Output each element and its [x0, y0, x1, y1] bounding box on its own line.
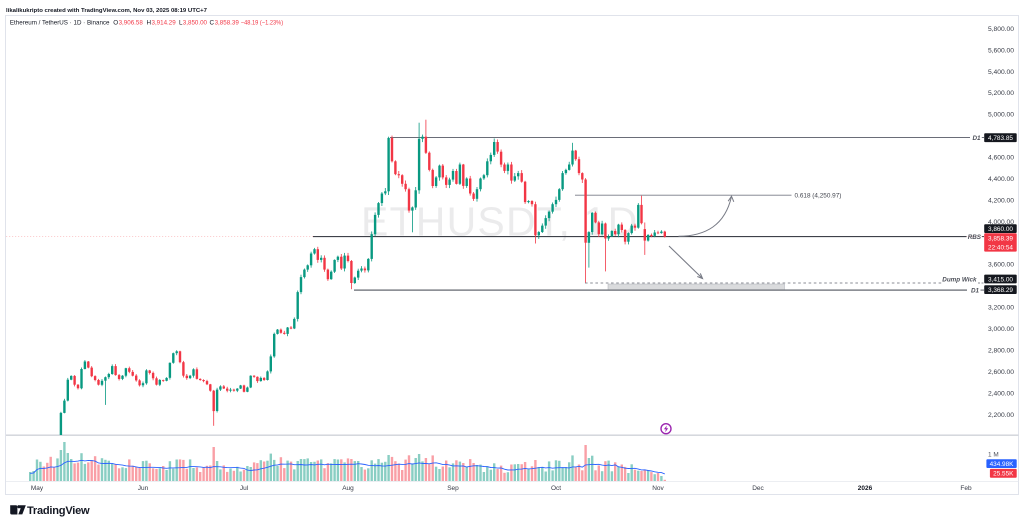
svg-text:2,600.00: 2,600.00 — [988, 369, 1014, 376]
svg-text:2026: 2026 — [858, 485, 873, 492]
svg-text:Jun: Jun — [138, 485, 149, 492]
svg-text:Ethereum / TetherUS · 1D · Bin: Ethereum / TetherUS · 1D · Binance — [10, 20, 110, 27]
svg-text:3,860.00: 3,860.00 — [988, 226, 1013, 233]
svg-text:22:40:54: 22:40:54 — [988, 244, 1013, 251]
svg-text:3,415.00: 3,415.00 — [988, 276, 1013, 283]
svg-text:4,600.00: 4,600.00 — [988, 155, 1014, 162]
svg-text:5,600.00: 5,600.00 — [988, 47, 1014, 54]
svg-text:Feb: Feb — [960, 485, 972, 492]
svg-text:2,200.00: 2,200.00 — [988, 412, 1014, 419]
svg-text:−48.19 (−1.23%): −48.19 (−1.23%) — [241, 20, 283, 27]
svg-text:5,400.00: 5,400.00 — [988, 69, 1014, 76]
svg-text:Nov: Nov — [652, 485, 664, 492]
svg-text:ETHUSDT, 1D: ETHUSDT, 1D — [361, 199, 638, 245]
svg-text:likalikukripto created with Tr: likalikukripto created with TradingView.… — [6, 8, 208, 14]
svg-text:3,000.00: 3,000.00 — [988, 326, 1014, 333]
svg-text:3,914.29: 3,914.29 — [152, 20, 177, 27]
svg-text:TradingView: TradingView — [27, 505, 90, 517]
svg-text:3,906.58: 3,906.58 — [119, 20, 144, 27]
svg-text:3,600.00: 3,600.00 — [988, 262, 1014, 269]
svg-text:4,783.85: 4,783.85 — [988, 135, 1013, 142]
svg-text:4,000.00: 4,000.00 — [988, 219, 1014, 226]
svg-text:1 M: 1 M — [988, 451, 999, 458]
svg-text:4,200.00: 4,200.00 — [988, 197, 1014, 204]
svg-text:4,400.00: 4,400.00 — [988, 176, 1014, 183]
svg-text:0.618 (4,250.97): 0.618 (4,250.97) — [795, 193, 842, 200]
svg-text:434.98K: 434.98K — [990, 461, 1015, 468]
svg-text:3,850.00: 3,850.00 — [183, 20, 208, 27]
svg-text:3,858.39: 3,858.39 — [215, 20, 240, 27]
svg-text:Sep: Sep — [447, 485, 459, 492]
svg-text:5,000.00: 5,000.00 — [988, 112, 1014, 119]
svg-text:3,858.39: 3,858.39 — [988, 236, 1013, 243]
svg-text:RBS: RBS — [968, 234, 982, 241]
svg-text:Dump Wick: Dump Wick — [942, 276, 977, 283]
svg-text:H: H — [147, 20, 152, 27]
svg-text:3,368.29: 3,368.29 — [988, 287, 1013, 294]
svg-text:5,800.00: 5,800.00 — [988, 26, 1014, 33]
svg-text:D1: D1 — [971, 288, 980, 295]
svg-text:5,200.00: 5,200.00 — [988, 90, 1014, 97]
svg-text:May: May — [31, 485, 44, 492]
svg-text:Oct: Oct — [551, 485, 561, 492]
svg-text:25.55K: 25.55K — [993, 471, 1014, 478]
svg-text:C: C — [210, 20, 215, 27]
svg-text:L: L — [179, 20, 183, 27]
svg-text:2,400.00: 2,400.00 — [988, 390, 1014, 397]
svg-text:3,200.00: 3,200.00 — [988, 305, 1014, 312]
svg-text:D1: D1 — [972, 135, 981, 142]
svg-text:O: O — [113, 20, 118, 27]
svg-text:Dec: Dec — [752, 485, 764, 492]
svg-text:Jul: Jul — [240, 485, 249, 492]
svg-text:Aug: Aug — [342, 485, 354, 492]
svg-text:2,800.00: 2,800.00 — [988, 348, 1014, 355]
